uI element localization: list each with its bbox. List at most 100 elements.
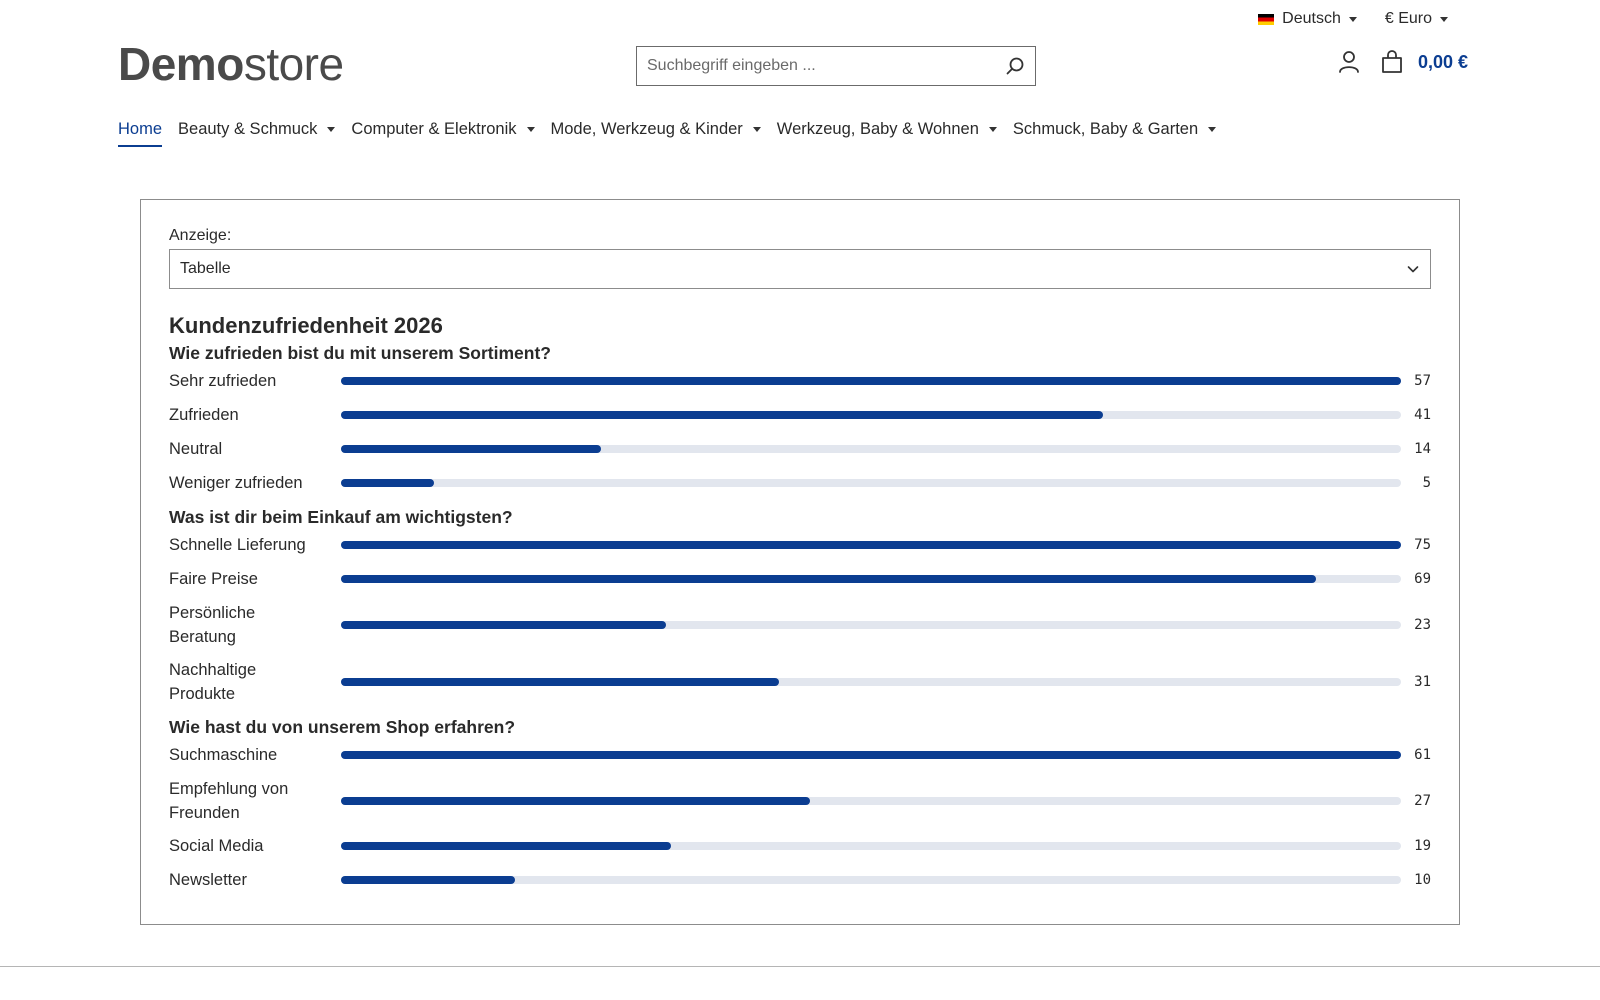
answer-bar-fill (341, 445, 602, 453)
cart-button[interactable]: 0,00 € (1380, 50, 1468, 74)
chevron-down-icon (1407, 266, 1419, 273)
answer-count: 10 (1414, 872, 1431, 888)
answer-row: Empfehlung von Freunden 27 (169, 772, 1431, 829)
language-dropdown[interactable]: Deutsch (1258, 10, 1357, 28)
answer-label: Newsletter (169, 871, 247, 889)
currency-dropdown[interactable]: € Euro (1385, 10, 1448, 28)
nav-item-werkzeug-baby-wohnen[interactable]: Werkzeug, Baby & Wohnen (777, 120, 997, 147)
display-select[interactable]: Tabelle (169, 249, 1431, 289)
search-input[interactable] (637, 47, 995, 85)
question-block: Was ist dir beim Einkauf am wichtigsten?… (169, 506, 1431, 710)
nav-item-mode-werkzeug-kinder[interactable]: Mode, Werkzeug & Kinder (551, 120, 761, 147)
chevron-down-icon (1208, 127, 1217, 132)
answer-bar-track (341, 620, 1401, 629)
answer-bar-fill (341, 677, 780, 686)
display-select-value: Tabelle (180, 260, 231, 277)
question-block: Wie hast du von unserem Shop erfahren? S… (169, 716, 1431, 897)
nav-item-label: Beauty & Schmuck (178, 120, 318, 138)
answer-count: 31 (1414, 673, 1431, 690)
answer-row: Weniger zufrieden 5 (169, 466, 1431, 500)
answer-count: 23 (1414, 616, 1431, 633)
answer-bar-fill (341, 620, 667, 629)
answer-row: Newsletter 10 (169, 863, 1431, 897)
nav-item-beauty-schmuck[interactable]: Beauty & Schmuck (178, 120, 336, 147)
nav-item-schmuck-baby-garten[interactable]: Schmuck, Baby & Garten (1012, 120, 1217, 147)
nav-item-home[interactable]: Home (118, 120, 163, 147)
answer-row: Persönliche Beratung 23 (169, 596, 1431, 653)
nav-item-label: Mode, Werkzeug & Kinder (550, 120, 743, 138)
answer-label: Persönliche Beratung (169, 603, 256, 646)
answer-bar-fill (341, 411, 1104, 419)
answer-bar-track (341, 575, 1401, 583)
chevron-down-icon (1348, 16, 1357, 22)
top-bar: Deutsch € Euro (1258, 10, 1448, 28)
answer-bar-fill (341, 541, 1401, 549)
store-logo[interactable]: Demostore (118, 36, 344, 92)
answer-label: Empfehlung von Freunden (169, 779, 289, 822)
survey-card: Anzeige: Tabelle Kundenzufriedenheit 202… (140, 199, 1460, 925)
answer-bar-track (341, 411, 1401, 419)
language-label: Deutsch (1282, 10, 1341, 27)
chevron-down-icon (988, 127, 997, 132)
answer-bar-track (341, 677, 1401, 686)
search-icon (1006, 57, 1024, 75)
nav-item-label: Werkzeug, Baby & Wohnen (776, 120, 979, 138)
nav-item-label: Home (118, 120, 163, 138)
answer-count: 27 (1414, 792, 1431, 809)
answer-bar-fill (341, 479, 434, 487)
display-label: Anzeige: (169, 227, 232, 244)
answer-bar-track (341, 751, 1401, 759)
answer-bar-fill (341, 842, 672, 850)
answer-bar-fill (341, 751, 1401, 759)
answer-bar-track (341, 876, 1401, 884)
answer-count: 14 (1414, 441, 1431, 457)
survey-results: Kundenzufriedenheit 2026 Wie zufrieden b… (169, 312, 1431, 897)
question-title: Was ist dir beim Einkauf am wichtigsten? (169, 507, 513, 527)
nav-item-computer-elektronik[interactable]: Computer & Elektronik (351, 120, 535, 147)
account-button[interactable] (1338, 50, 1360, 74)
question-title: Wie zufrieden bist du mit unserem Sortim… (169, 343, 551, 363)
answer-label: Zufrieden (169, 406, 239, 424)
answer-row: Nachhaltige Produkte 31 (169, 653, 1431, 710)
logo-bold-text: Demo (118, 38, 244, 90)
search-button[interactable] (995, 47, 1035, 85)
answer-row: Sehr zufrieden 57 (169, 364, 1431, 398)
header-actions: 0,00 € (1338, 50, 1468, 74)
answer-row: Faire Preise 69 (169, 562, 1431, 596)
main-navigation: Home Beauty & Schmuck Computer & Elektro… (118, 120, 1217, 147)
chevron-down-icon (526, 127, 535, 132)
user-icon (1339, 51, 1359, 73)
answer-count: 57 (1414, 373, 1431, 389)
cart-total: 0,00 € (1417, 51, 1468, 72)
answer-bar-track (341, 541, 1401, 549)
answer-count: 61 (1414, 747, 1431, 763)
answer-bar-fill (341, 876, 515, 884)
answer-count: 19 (1414, 838, 1431, 854)
answer-count: 75 (1414, 537, 1431, 553)
answer-row: Schnelle Lieferung 75 (169, 528, 1431, 562)
nav-item-label: Schmuck, Baby & Garten (1012, 120, 1199, 138)
answer-bar-track (341, 479, 1401, 487)
answer-bar-fill (341, 377, 1401, 385)
nav-item-label: Computer & Elektronik (351, 120, 517, 138)
chevron-down-icon (1440, 16, 1448, 22)
answer-bar-fill (341, 796, 811, 805)
logo-light-text: store (243, 38, 344, 90)
currency-label: € Euro (1384, 10, 1432, 27)
shopping-bag-icon (1382, 50, 1402, 73)
answer-count: 69 (1414, 571, 1431, 587)
answer-label: Faire Preise (169, 570, 258, 588)
answer-row: Neutral 14 (169, 432, 1431, 466)
answer-label: Suchmaschine (169, 746, 278, 764)
answer-label: Schnelle Lieferung (169, 536, 306, 554)
answer-bar-track (341, 842, 1401, 850)
answer-count: 5 (1422, 475, 1431, 491)
question-title: Wie hast du von unserem Shop erfahren? (169, 717, 516, 737)
answer-label: Social Media (169, 837, 264, 855)
answer-bar-fill (341, 575, 1317, 583)
answer-label: Weniger zufrieden (169, 474, 303, 492)
search-form (636, 46, 1036, 86)
chevron-down-icon (327, 127, 336, 132)
question-block: Wie zufrieden bist du mit unserem Sortim… (169, 342, 1431, 500)
